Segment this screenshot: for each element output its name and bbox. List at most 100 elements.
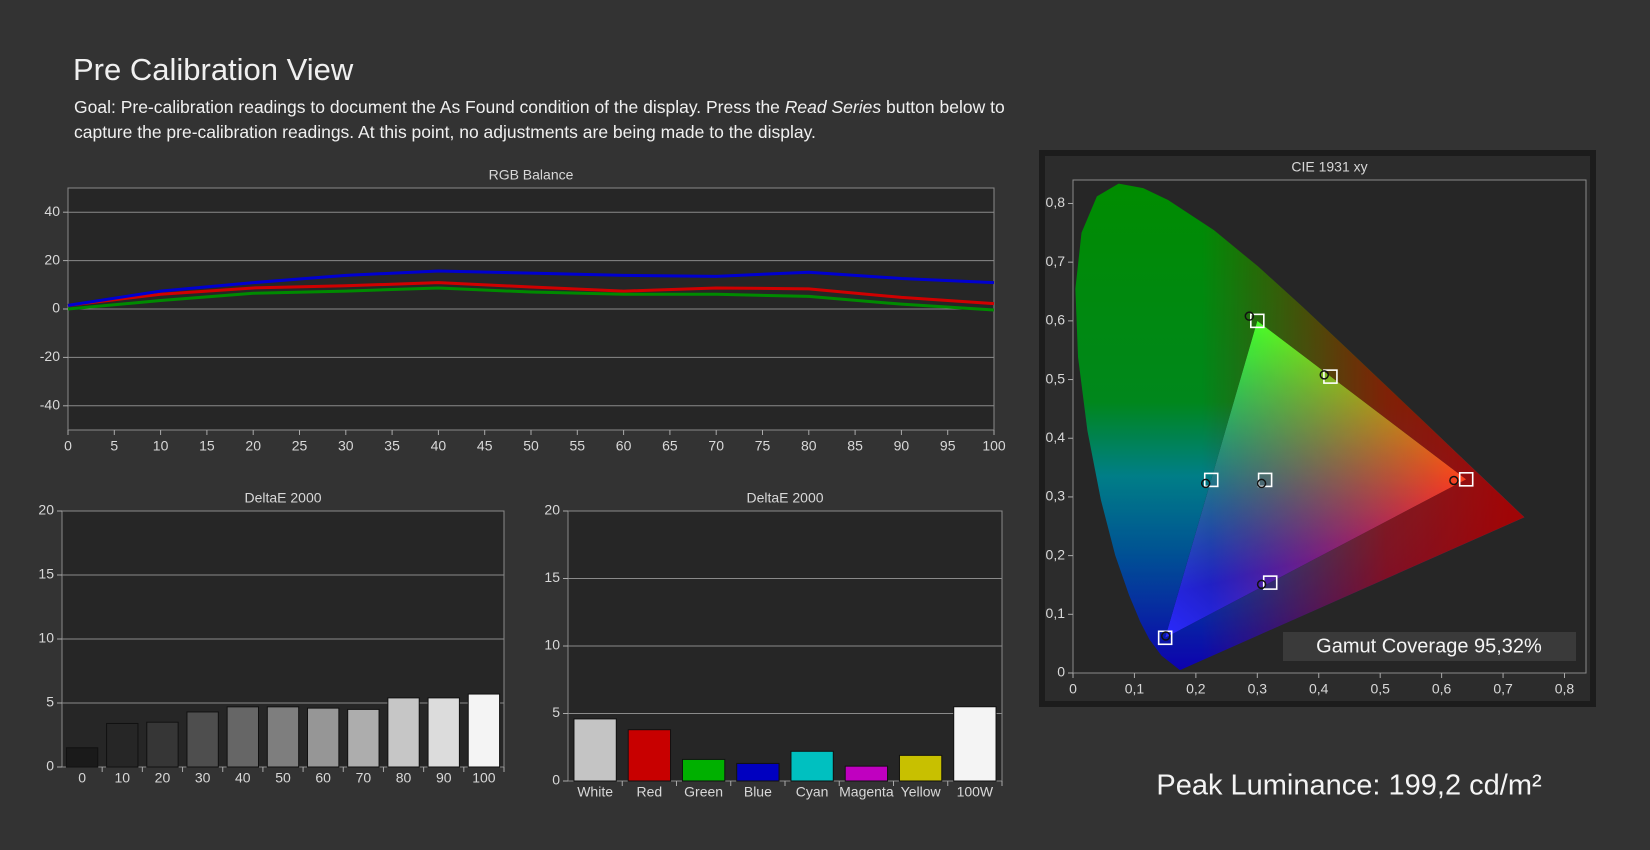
bar: [65, 747, 99, 768]
x-tick-label: 0,2: [1186, 681, 1206, 697]
x-tick-label: 0: [78, 770, 86, 786]
x-tick-label: 0: [1069, 681, 1077, 697]
measured-marker: [1200, 478, 1211, 489]
x-tick-label: 50: [523, 438, 539, 454]
bar: [898, 754, 943, 782]
bar: [573, 718, 617, 782]
bar: [146, 721, 179, 768]
annotation: Gamut Coverage 95,32%: [1316, 635, 1542, 657]
x-tick-label: 100W: [957, 784, 994, 800]
y-tick-label: 5: [46, 694, 54, 710]
series-line: [67, 269, 995, 307]
x-tick-label: 5: [110, 438, 118, 454]
x-tick-label: 100: [472, 770, 496, 786]
bar: [736, 762, 780, 782]
description-emphasis: Read Series: [784, 97, 882, 117]
cie-diagram: [1075, 183, 1525, 671]
x-tick-label: 0,4: [1309, 681, 1329, 697]
bar: [266, 706, 300, 768]
y-tick-label: 20: [544, 502, 560, 518]
measured-marker: [1161, 631, 1171, 641]
x-tick-label: 0,6: [1432, 681, 1452, 697]
x-tick-label: 15: [199, 438, 215, 454]
bar: [307, 707, 340, 768]
bar: [790, 750, 834, 782]
x-tick-label: 20: [245, 438, 261, 454]
chart-title: RGB Balance: [489, 167, 574, 183]
target-marker: [1323, 369, 1338, 384]
target-marker: [1157, 630, 1173, 646]
x-tick-label: 30: [338, 438, 354, 454]
x-tick-label: 100: [982, 438, 1006, 454]
x-tick-label: 60: [315, 770, 331, 786]
description: Goal: Pre-calibration readings to docume…: [74, 95, 1005, 145]
x-tick-label: 10: [153, 438, 169, 454]
chart-title: DeltaE 2000: [746, 490, 823, 506]
bar: [467, 693, 501, 768]
x-tick-label: 75: [755, 438, 771, 454]
bar: [387, 697, 420, 768]
x-tick-label: 0,3: [1248, 681, 1268, 697]
series-line: [67, 286, 995, 312]
x-tick-label: Magenta: [839, 784, 894, 800]
x-tick-label: 80: [801, 438, 817, 454]
x-tick-label: 30: [195, 770, 211, 786]
bar: [844, 765, 889, 782]
x-tick-label: 0,7: [1493, 681, 1513, 697]
x-tick-label: 50: [275, 770, 291, 786]
peak-luminance: Peak Luminance: 199,2 cd/m²: [1156, 770, 1542, 802]
x-tick-label: 40: [235, 770, 251, 786]
x-tick-label: 60: [616, 438, 632, 454]
x-tick-label: 95: [940, 438, 956, 454]
measured-marker: [1449, 475, 1459, 486]
y-tick-label: -40: [40, 397, 60, 413]
y-tick-label: 15: [544, 569, 560, 585]
x-tick-label: 0,5: [1370, 681, 1390, 697]
y-tick-label: 40: [44, 203, 60, 219]
x-tick-label: 55: [570, 438, 586, 454]
x-tick-label: Red: [637, 784, 663, 800]
y-tick-label: 10: [38, 630, 54, 646]
y-tick-label: 0,2: [1046, 546, 1066, 562]
measured-marker: [1256, 579, 1267, 590]
measured-marker: [1256, 478, 1267, 489]
y-tick-label: 0: [52, 300, 60, 316]
bar: [627, 729, 672, 782]
x-tick-label: Cyan: [796, 784, 829, 800]
x-tick-label: 10: [114, 770, 130, 786]
description-text: Goal: Pre-calibration readings to docume…: [74, 97, 780, 117]
x-tick-label: 25: [292, 438, 308, 454]
target-marker: [1250, 313, 1265, 329]
bar: [427, 697, 460, 768]
y-tick-label: 0,1: [1046, 605, 1066, 621]
y-tick-label: 0,6: [1046, 312, 1066, 328]
y-tick-label: 15: [38, 566, 54, 582]
y-tick-label: 0,4: [1046, 429, 1066, 445]
y-tick-label: 0: [552, 772, 560, 788]
x-tick-label: 0,8: [1555, 681, 1575, 697]
target-marker: [1458, 472, 1474, 487]
x-tick-label: 90: [436, 770, 452, 786]
measured-marker: [1319, 370, 1330, 380]
bar: [186, 711, 219, 768]
x-tick-label: Blue: [744, 784, 772, 800]
bar: [106, 722, 139, 768]
x-tick-label: 70: [708, 438, 724, 454]
x-tick-label: 0: [64, 438, 72, 454]
x-tick-label: Yellow: [901, 784, 942, 800]
annotation-box: [1283, 632, 1576, 661]
y-tick-label: 5: [552, 704, 560, 720]
chart-title: CIE 1931 xy: [1291, 159, 1367, 175]
x-tick-label: 80: [396, 770, 412, 786]
y-tick-label: 0: [46, 758, 54, 774]
x-tick-label: 20: [155, 770, 171, 786]
y-tick-label: 20: [44, 251, 60, 267]
gamut-triangle: [1165, 320, 1467, 638]
bar: [226, 706, 259, 768]
x-tick-label: 45: [477, 438, 493, 454]
y-tick-label: -20: [40, 348, 60, 364]
bar: [953, 706, 997, 782]
bar: [681, 758, 726, 782]
y-tick-label: 0,8: [1046, 194, 1066, 210]
